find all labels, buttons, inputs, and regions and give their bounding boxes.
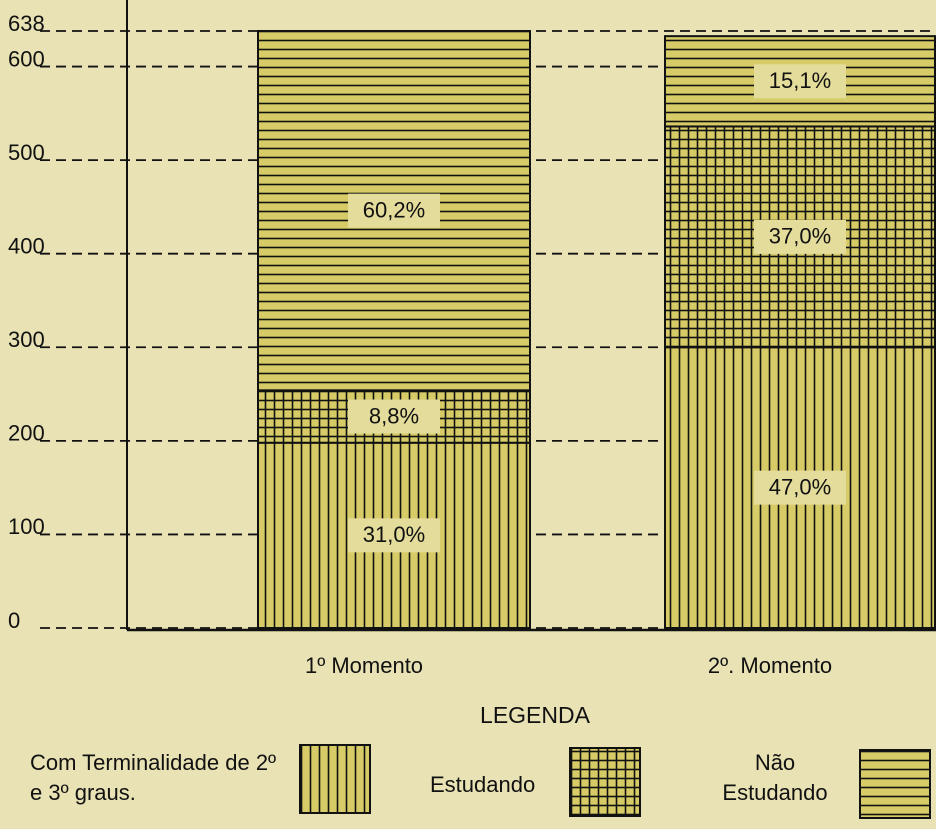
x-tick-label: 2º. Momento	[708, 653, 832, 678]
legend-swatch	[299, 744, 371, 814]
legend-title: LEGENDA	[480, 702, 591, 728]
legend-swatch	[859, 749, 931, 819]
y-tick-label: 638	[8, 11, 45, 36]
value-label-box	[754, 64, 846, 99]
value-label: 60,2%	[363, 197, 425, 222]
legend-label: Não Estudando	[722, 750, 828, 805]
y-tick-label: 200	[8, 421, 45, 446]
value-label: 15,1%	[769, 68, 831, 93]
value-label: 31,0%	[363, 522, 425, 547]
value-label-box	[754, 470, 846, 505]
y-tick-label: 0	[8, 608, 20, 633]
value-label: 47,0%	[769, 474, 831, 499]
value-label-box	[348, 193, 440, 228]
value-label-box	[348, 518, 440, 553]
value-label-box	[348, 399, 440, 434]
y-tick-label: 300	[8, 327, 45, 352]
y-tick-label: 400	[8, 234, 45, 259]
legend-label: Estudando	[430, 772, 536, 797]
y-tick-label: 500	[8, 140, 45, 165]
legend-label: Com Terminalidade de 2º e 3º graus.	[30, 750, 277, 805]
value-label-box	[754, 219, 846, 254]
legend-swatch	[569, 747, 641, 817]
value-label: 37,0%	[769, 224, 831, 249]
y-tick-label: 600	[8, 46, 45, 71]
value-label: 8,8%	[369, 403, 419, 428]
x-tick-label: 1º Momento	[305, 653, 423, 678]
y-tick-label: 100	[8, 514, 45, 539]
